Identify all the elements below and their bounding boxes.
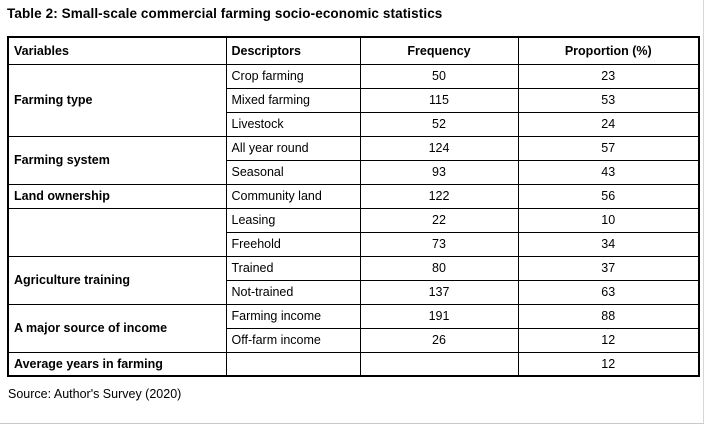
table-row: Farming system All year round 124 57 <box>7 135 700 185</box>
descriptor-cell: All year round <box>225 135 361 161</box>
proportion-cell: 24 <box>517 111 700 137</box>
frequency-cell: 93 <box>359 159 519 185</box>
frequency-cell: 22 <box>359 207 519 233</box>
source-note: Source: Author's Survey (2020) <box>8 387 182 401</box>
col-header-descriptors: Descriptors <box>225 36 361 65</box>
frequency-cell-empty <box>359 351 519 377</box>
table-caption: Table 2: Small-scale commercial farming … <box>7 6 443 21</box>
socio-economic-statistics-table: Variables Descriptors Frequency Proporti… <box>7 36 700 377</box>
col-header-proportion: Proportion (%) <box>517 36 700 65</box>
descriptor-cell: Farming income <box>225 303 361 329</box>
frequency-cell: 124 <box>359 135 519 161</box>
frequency-cell: 122 <box>359 183 519 209</box>
frequency-cell: 191 <box>359 303 519 329</box>
table-row: Average years in farming 12 <box>7 351 700 377</box>
descriptor-cell: Livestock <box>225 111 361 137</box>
col-header-variables: Variables <box>7 36 227 65</box>
descriptor-cell: Trained <box>225 255 361 281</box>
variable-cell-empty <box>7 207 227 257</box>
proportion-cell: 57 <box>517 135 700 161</box>
frequency-cell: 52 <box>359 111 519 137</box>
descriptor-cell: Not-trained <box>225 279 361 305</box>
table-row: Agriculture training Trained 80 37 <box>7 255 700 305</box>
table-row: Livestock 52 24 <box>8 111 700 137</box>
table-row: Land ownership Community land 122 56 <box>7 183 700 209</box>
proportion-cell: 23 <box>517 63 700 89</box>
variable-cell: Farming system <box>7 135 227 185</box>
table-row: Mixed farming 115 53 <box>8 87 700 113</box>
proportion-cell: 12 <box>517 327 700 353</box>
table-row: Not-trained 137 63 <box>8 279 700 305</box>
variable-cell: Farming type <box>7 63 227 137</box>
table-row: Seasonal 93 43 <box>8 159 700 185</box>
proportion-cell: 43 <box>517 159 700 185</box>
variable-cell: A major source of income <box>7 303 227 353</box>
proportion-cell: 10 <box>517 207 700 233</box>
frequency-cell: 137 <box>359 279 519 305</box>
descriptor-cell: Community land <box>225 183 361 209</box>
table-row: A major source of income Farming income … <box>7 303 700 353</box>
table-row: Leasing 22 10 <box>7 207 700 257</box>
table-row: Off-farm income 26 12 <box>8 327 700 353</box>
descriptor-cell: Seasonal <box>225 159 361 185</box>
proportion-cell: 53 <box>517 87 700 113</box>
header-row: Variables Descriptors Frequency Proporti… <box>7 36 700 65</box>
descriptor-cell: Off-farm income <box>225 327 361 353</box>
frequency-cell: 50 <box>359 63 519 89</box>
descriptor-cell: Crop farming <box>225 63 361 89</box>
frequency-cell: 115 <box>359 87 519 113</box>
variable-cell: Average years in farming <box>7 351 227 377</box>
frequency-cell: 73 <box>359 231 519 257</box>
proportion-cell: 34 <box>517 231 700 257</box>
descriptor-cell: Leasing <box>225 207 361 233</box>
descriptor-cell-empty <box>225 351 361 377</box>
proportion-cell: 37 <box>517 255 700 281</box>
variable-cell: Agriculture training <box>7 255 227 305</box>
proportion-cell: 88 <box>517 303 700 329</box>
descriptor-cell: Mixed farming <box>225 87 361 113</box>
frequency-cell: 80 <box>359 255 519 281</box>
col-header-frequency: Frequency <box>359 36 519 65</box>
table-row: Farming type Crop farming 50 23 <box>7 63 700 137</box>
proportion-cell: 56 <box>517 183 700 209</box>
proportion-cell: 63 <box>517 279 700 305</box>
descriptor-cell: Freehold <box>225 231 361 257</box>
proportion-cell: 12 <box>517 351 700 377</box>
table-row: Freehold 73 34 <box>8 231 700 257</box>
variable-cell: Land ownership <box>7 183 227 209</box>
frequency-cell: 26 <box>359 327 519 353</box>
